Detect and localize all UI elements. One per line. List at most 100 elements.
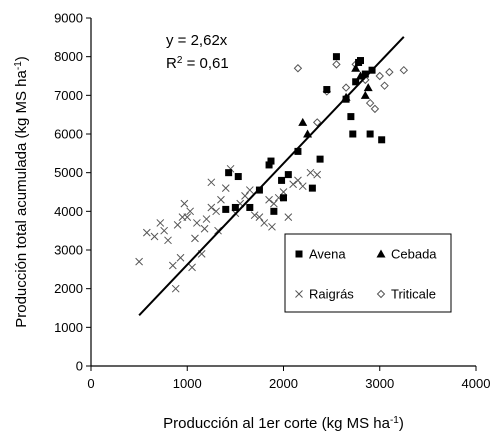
x-marker-stroke	[156, 219, 165, 227]
x-marker-stroke	[197, 250, 206, 258]
data-point-raigrs	[135, 257, 143, 266]
data-point-raigrs	[193, 219, 201, 227]
x-marker-stroke	[245, 186, 254, 194]
data-point-raigrs	[142, 228, 151, 237]
x-tick-label: 0	[87, 376, 94, 391]
legend-label-raigrs: Raigrás	[309, 287, 354, 302]
x-marker-stroke	[255, 213, 264, 221]
legend-label-avena: Avena	[309, 247, 346, 262]
data-point-avena	[234, 173, 242, 181]
data-point-raigrs	[212, 207, 220, 216]
data-point-raigrs	[176, 253, 185, 262]
r-squared-value: = 0,61	[182, 55, 228, 72]
data-point-avena	[308, 184, 316, 192]
series-avena	[222, 53, 386, 215]
x-marker-stroke	[241, 192, 249, 200]
x-marker-stroke	[186, 207, 194, 216]
y-tick-label: 4000	[54, 204, 83, 219]
regression-equation: y = 2,62x	[166, 32, 228, 49]
data-point-raigrs	[173, 221, 182, 229]
series-raigrs	[135, 164, 322, 293]
r-squared-sup: 2	[177, 55, 183, 66]
data-point-raigrs	[191, 234, 199, 243]
x-marker-stroke	[191, 234, 199, 243]
y-tick-label: 6000	[54, 127, 83, 142]
y-axis-ticks: 0 1000 2000 3000 4000 5000 6000 7000 8000 9000	[54, 11, 91, 374]
r-squared-label: R2 = 0,61	[166, 55, 229, 73]
x-marker-stroke	[268, 222, 276, 231]
y-tick-label: 7000	[54, 88, 83, 103]
x-marker-stroke	[298, 182, 307, 191]
data-point-triticale	[380, 81, 389, 90]
data-point-cebada	[360, 90, 370, 99]
data-point-triticale	[332, 60, 341, 69]
data-point-cebada	[363, 83, 373, 92]
data-point-raigrs	[284, 213, 293, 221]
data-point-avena	[280, 194, 287, 202]
data-point-raigrs	[202, 215, 211, 223]
data-point-avena	[357, 57, 364, 65]
x-marker-stroke	[183, 213, 192, 221]
x-marker-stroke	[294, 176, 302, 185]
x-marker-stroke	[135, 257, 143, 266]
data-point-raigrs	[294, 176, 302, 185]
x-axis-title: Producción al 1er corte (kg MS ha-1)	[163, 415, 404, 433]
data-point-raigrs	[265, 195, 273, 204]
data-point-avena	[284, 171, 292, 179]
y-tick-label: 5000	[54, 165, 83, 180]
x-marker-stroke	[289, 180, 297, 189]
data-point-avena	[347, 113, 355, 121]
r-squared-symbol: R	[166, 55, 177, 72]
y-tick-label: 0	[76, 359, 83, 374]
x-marker-stroke	[180, 199, 189, 208]
data-point-triticale	[385, 67, 394, 77]
x-marker-stroke	[207, 178, 216, 187]
y-tick-label: 2000	[54, 281, 83, 296]
legend: Avena Cebada Raigrás Triticale	[284, 233, 452, 313]
x-marker-stroke	[168, 261, 177, 270]
legend-marker-triticale	[376, 289, 386, 299]
x-marker-stroke	[217, 195, 225, 204]
x-marker-stroke	[295, 290, 303, 298]
x-marker-stroke	[260, 219, 269, 227]
data-point-avena	[378, 136, 386, 144]
data-point-triticale	[341, 83, 351, 92]
x-marker-stroke	[200, 224, 209, 233]
x-marker-stroke	[270, 199, 278, 208]
x-marker-stroke	[306, 168, 315, 177]
data-point-triticale	[399, 65, 409, 75]
x-axis-title-main: Producción al 1er corte (kg MS ha	[163, 415, 390, 432]
data-point-raigrs	[214, 226, 222, 235]
data-point-avena	[265, 161, 273, 169]
data-point-raigrs	[241, 192, 249, 200]
data-point-raigrs	[188, 263, 196, 272]
data-point-raigrs	[217, 195, 225, 204]
data-point-avena	[294, 147, 302, 155]
data-point-raigrs	[221, 184, 230, 192]
data-point-avena	[349, 130, 357, 138]
data-point-raigrs	[150, 232, 159, 241]
x-axis-ticks: 0 1000 2000 3000 4000	[87, 366, 490, 391]
x-tick-label: 3000	[365, 376, 394, 391]
x-marker-stroke	[171, 284, 180, 293]
y-tick-label: 1000	[54, 320, 83, 335]
data-point-raigrs	[250, 211, 259, 220]
data-point-avena	[231, 203, 239, 211]
data-point-raigrs	[200, 224, 209, 233]
data-point-avena	[361, 70, 369, 78]
x-marker-stroke	[250, 211, 259, 220]
x-marker-stroke	[176, 253, 185, 262]
data-point-cebada	[356, 71, 365, 80]
data-point-raigrs	[207, 203, 216, 212]
data-point-triticale	[312, 118, 322, 127]
data-point-triticale	[365, 98, 375, 108]
x-marker-stroke	[160, 226, 169, 235]
data-point-raigrs	[156, 219, 165, 227]
x-axis-title-sup: -1	[390, 415, 399, 426]
data-point-raigrs	[171, 284, 180, 293]
data-point-avena	[366, 130, 374, 138]
data-point-cebada	[351, 63, 361, 72]
y-axis-title-end: )	[13, 56, 30, 61]
